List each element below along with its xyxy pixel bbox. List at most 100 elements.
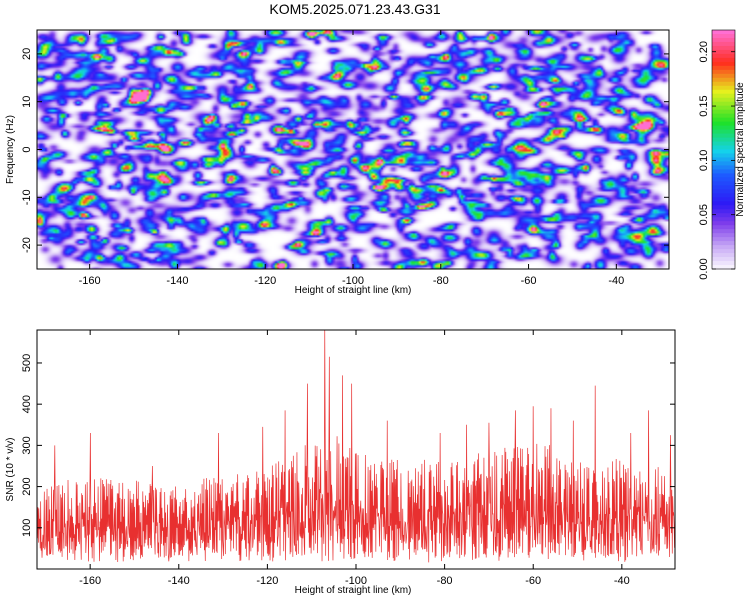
colorbar-step [712, 129, 735, 135]
spectrogram-y-ticks: -20 -10 0 10 20 [21, 48, 669, 253]
snr-x-axis-label: Height of straight line (km) [295, 585, 412, 596]
colorbar-step [712, 161, 735, 167]
colorbar-step [712, 81, 735, 87]
colorbar-step [712, 109, 735, 115]
x-tick-label: -100 [342, 275, 364, 287]
colorbar-step [712, 125, 735, 131]
colorbar-step [712, 173, 735, 178]
spectrogram-y-axis-label: Frequency (Hz) [5, 115, 16, 184]
spectrogram-heatmap [37, 30, 669, 269]
colorbar-step [712, 169, 735, 174]
colorbar-step [712, 69, 735, 75]
colorbar-step [712, 185, 735, 190]
colorbar-step [712, 61, 735, 67]
colorbar-step [712, 221, 735, 226]
colorbar-step [712, 241, 735, 246]
colorbar-frame [711, 29, 736, 270]
colorbar-tick-label: 0.15 [698, 95, 710, 116]
x-tick-label: -120 [256, 575, 278, 587]
colorbar-step [712, 141, 735, 147]
colorbar-step [712, 165, 735, 171]
colorbar-step [712, 137, 735, 143]
colorbar-step [712, 85, 735, 91]
colorbar-step [712, 229, 735, 234]
x-tick-label: -40 [608, 275, 624, 287]
colorbar-step [712, 30, 735, 35]
spectrogram-x-axis-label: Height of straight line (km) [295, 285, 412, 296]
colorbar-step [712, 197, 735, 202]
colorbar-step [712, 117, 735, 123]
y-tick-label: 10 [21, 96, 33, 108]
spectrogram-x-ticks: -160 -140 -120 -100 -80 -60 -40 [79, 30, 624, 287]
colorbar-step [712, 153, 735, 159]
x-tick-label: -60 [525, 575, 541, 587]
colorbar-step [712, 93, 735, 99]
colorbar-step [712, 157, 735, 163]
x-tick-label: -80 [433, 275, 449, 287]
colorbar-step [712, 101, 735, 107]
colorbar-tick-label: 0.10 [698, 150, 710, 171]
colorbar-step [712, 113, 735, 119]
y-tick-label: 100 [21, 519, 33, 537]
colorbar-step [712, 205, 735, 210]
x-tick-label: -80 [437, 575, 453, 587]
snr-y-ticks: 100 200 300 400 500 [21, 354, 675, 537]
colorbar-step [712, 265, 735, 270]
colorbar-step [712, 209, 735, 214]
colorbar-step [712, 189, 735, 194]
colorbar-step [712, 201, 735, 206]
colorbar-tick-label: 0.05 [698, 204, 710, 225]
colorbar-step [712, 249, 735, 254]
colorbar-label: Normalized spectral amplitude [735, 82, 746, 217]
y-tick-label: 0 [21, 146, 33, 152]
y-tick-label: 400 [21, 395, 33, 413]
y-tick-label: 500 [21, 354, 33, 372]
colorbar: 0.00 0.05 0.10 0.15 0.20 Normalized spectral… [698, 29, 746, 280]
snr-x-ticks: -160 -140 -120 -100 -80 -60 -40 [79, 330, 630, 587]
colorbar-step [712, 233, 735, 238]
colorbar-step [712, 245, 735, 250]
colorbar-step [712, 177, 735, 182]
colorbar-step [712, 97, 735, 103]
snr-series-line [36, 329, 676, 563]
x-tick-label: -60 [521, 275, 537, 287]
x-tick-label: -40 [614, 575, 630, 587]
colorbar-tick-label: 0.20 [698, 41, 710, 62]
colorbar-step [712, 225, 735, 230]
colorbar-step [712, 73, 735, 79]
colorbar-step [712, 37, 735, 43]
colorbar-step [712, 257, 735, 262]
colorbar-step [712, 105, 735, 111]
x-tick-label: -120 [254, 275, 276, 287]
snr-y-axis-label: SNR (10 * v/v) [5, 438, 16, 502]
colorbar-step [712, 121, 735, 127]
colorbar-step [712, 133, 735, 139]
colorbar-step [712, 45, 735, 51]
colorbar-step [712, 149, 735, 155]
y-tick-label: -10 [21, 189, 33, 205]
colorbar-step [712, 77, 735, 83]
colorbar-step [712, 41, 735, 47]
y-tick-label: 200 [21, 477, 33, 495]
x-tick-label: -160 [79, 575, 101, 587]
colorbar-step [712, 237, 735, 242]
y-tick-label: -20 [21, 237, 33, 253]
colorbar-step [712, 53, 735, 59]
colorbar-ticks: 0.00 0.05 0.10 0.15 0.20 [698, 41, 735, 280]
colorbar-step [712, 193, 735, 198]
colorbar-step [712, 33, 735, 39]
colorbar-gradient [712, 30, 735, 270]
colorbar-step [712, 89, 735, 95]
colorbar-step [712, 253, 735, 258]
colorbar-step [712, 57, 735, 63]
colorbar-step [712, 217, 735, 222]
colorbar-step [712, 49, 735, 55]
y-tick-label: 300 [21, 436, 33, 454]
y-tick-label: 20 [21, 48, 33, 60]
x-tick-label: -100 [345, 575, 367, 587]
colorbar-step [712, 261, 735, 266]
x-tick-label: -160 [79, 275, 101, 287]
colorbar-step [712, 213, 735, 218]
